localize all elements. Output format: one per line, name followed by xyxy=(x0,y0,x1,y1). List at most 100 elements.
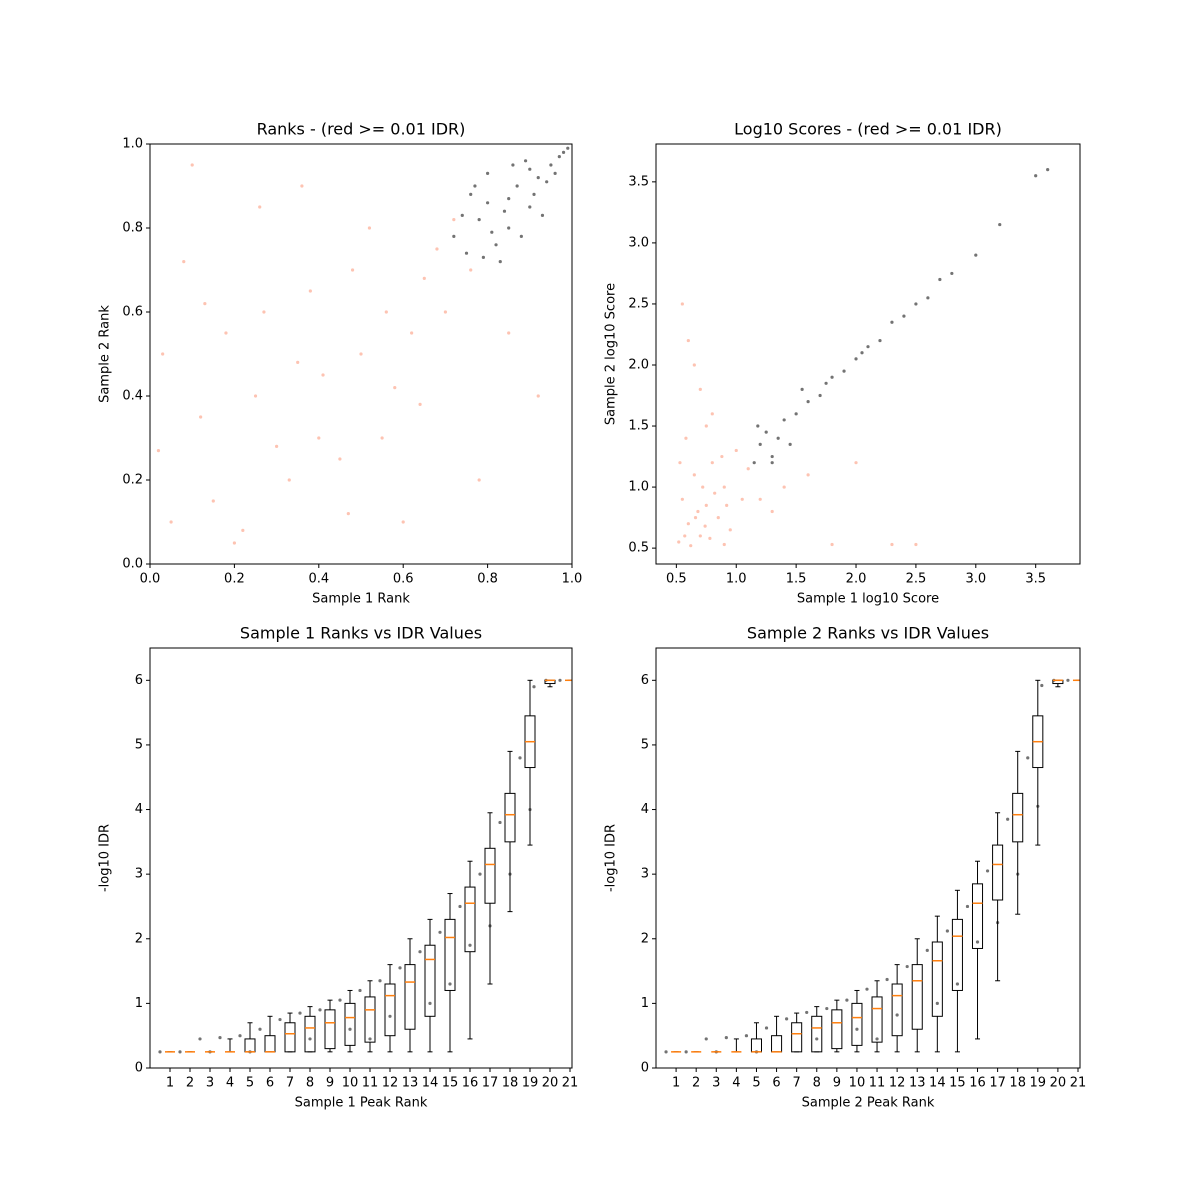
point xyxy=(448,982,452,986)
point xyxy=(182,260,186,264)
x-tick-label: 3 xyxy=(712,1076,720,1091)
chart-title: Ranks - (red >= 0.01 IDR) xyxy=(257,120,466,139)
point xyxy=(481,255,485,259)
box xyxy=(264,1035,276,1053)
point xyxy=(490,230,494,234)
point xyxy=(532,192,536,196)
point xyxy=(866,345,870,349)
point xyxy=(914,302,918,306)
point xyxy=(854,461,858,465)
point xyxy=(764,1026,769,1030)
axes-frame xyxy=(655,143,1081,565)
point xyxy=(680,497,684,501)
x-tick-label: 2 xyxy=(186,1076,194,1091)
point xyxy=(865,987,869,991)
point xyxy=(950,271,954,276)
point xyxy=(724,1036,728,1040)
point xyxy=(830,375,834,379)
x-tick-label: 0.2 xyxy=(224,572,245,587)
point xyxy=(218,1036,222,1040)
x-tick-label: 3.5 xyxy=(1025,572,1046,587)
point xyxy=(1066,678,1070,682)
point xyxy=(692,473,696,477)
point xyxy=(842,369,846,373)
box xyxy=(811,1015,823,1053)
point xyxy=(460,213,464,217)
point xyxy=(677,540,681,544)
y-tick-label: 3.0 xyxy=(628,235,649,250)
point xyxy=(794,412,798,416)
point xyxy=(975,940,980,944)
box xyxy=(791,1022,803,1053)
point xyxy=(515,184,519,188)
x-tick-label: 14 xyxy=(929,1076,946,1091)
point xyxy=(494,243,498,247)
box xyxy=(324,1009,336,1050)
point xyxy=(190,163,194,167)
point xyxy=(507,331,511,335)
point xyxy=(378,979,382,983)
point xyxy=(974,253,978,257)
point xyxy=(1034,174,1038,178)
point xyxy=(308,1037,312,1041)
point xyxy=(758,442,762,446)
point xyxy=(161,352,165,356)
point xyxy=(825,1006,829,1011)
point xyxy=(498,260,502,264)
x-tick-label: 16 xyxy=(462,1076,479,1091)
x-tick-label: 1.0 xyxy=(726,572,747,587)
x-tick-label: 6 xyxy=(266,1076,274,1091)
x-tick-label: 15 xyxy=(949,1076,966,1091)
point xyxy=(720,454,724,459)
axes-frame xyxy=(149,143,573,565)
x-tick-label: 13 xyxy=(909,1076,926,1091)
point xyxy=(885,977,889,982)
point xyxy=(458,904,462,909)
point xyxy=(806,400,810,404)
point xyxy=(704,1037,708,1041)
point xyxy=(1040,683,1044,688)
box xyxy=(244,1038,256,1053)
point xyxy=(393,386,397,390)
x-tick-label: 10 xyxy=(342,1076,359,1091)
point xyxy=(275,444,279,448)
point xyxy=(890,542,894,547)
box xyxy=(911,964,923,1030)
point xyxy=(321,373,325,377)
point xyxy=(278,1017,282,1022)
x-tick-label: 21 xyxy=(562,1076,579,1091)
point xyxy=(689,544,693,548)
x-tick-label: 0.5 xyxy=(666,572,687,587)
x-tick-label: 9 xyxy=(326,1076,334,1091)
point xyxy=(710,461,714,465)
point xyxy=(258,205,262,209)
point xyxy=(935,1001,939,1005)
x-tick-label: 18 xyxy=(1009,1076,1026,1091)
point xyxy=(566,146,570,150)
point xyxy=(532,685,536,689)
point xyxy=(388,1014,392,1018)
y-tick-label: 0.0 xyxy=(122,557,143,572)
point xyxy=(358,988,362,993)
point xyxy=(698,387,702,392)
chart-title: Log10 Scores - (red >= 0.01 IDR) xyxy=(734,120,1002,139)
point xyxy=(317,436,321,440)
point xyxy=(348,1027,352,1031)
x-tick-label: 21 xyxy=(1070,1076,1087,1091)
plot-area xyxy=(156,146,570,545)
point xyxy=(536,394,540,398)
point xyxy=(398,966,402,970)
point xyxy=(498,820,502,825)
point xyxy=(788,442,792,446)
point xyxy=(704,503,708,507)
box xyxy=(424,944,436,1017)
point xyxy=(198,1037,202,1041)
point xyxy=(854,357,858,361)
point xyxy=(224,331,228,335)
point xyxy=(686,338,690,343)
point xyxy=(296,360,300,364)
box xyxy=(384,983,396,1037)
point xyxy=(428,1001,432,1005)
y-tick-label: 2 xyxy=(641,931,649,946)
point xyxy=(401,520,405,524)
